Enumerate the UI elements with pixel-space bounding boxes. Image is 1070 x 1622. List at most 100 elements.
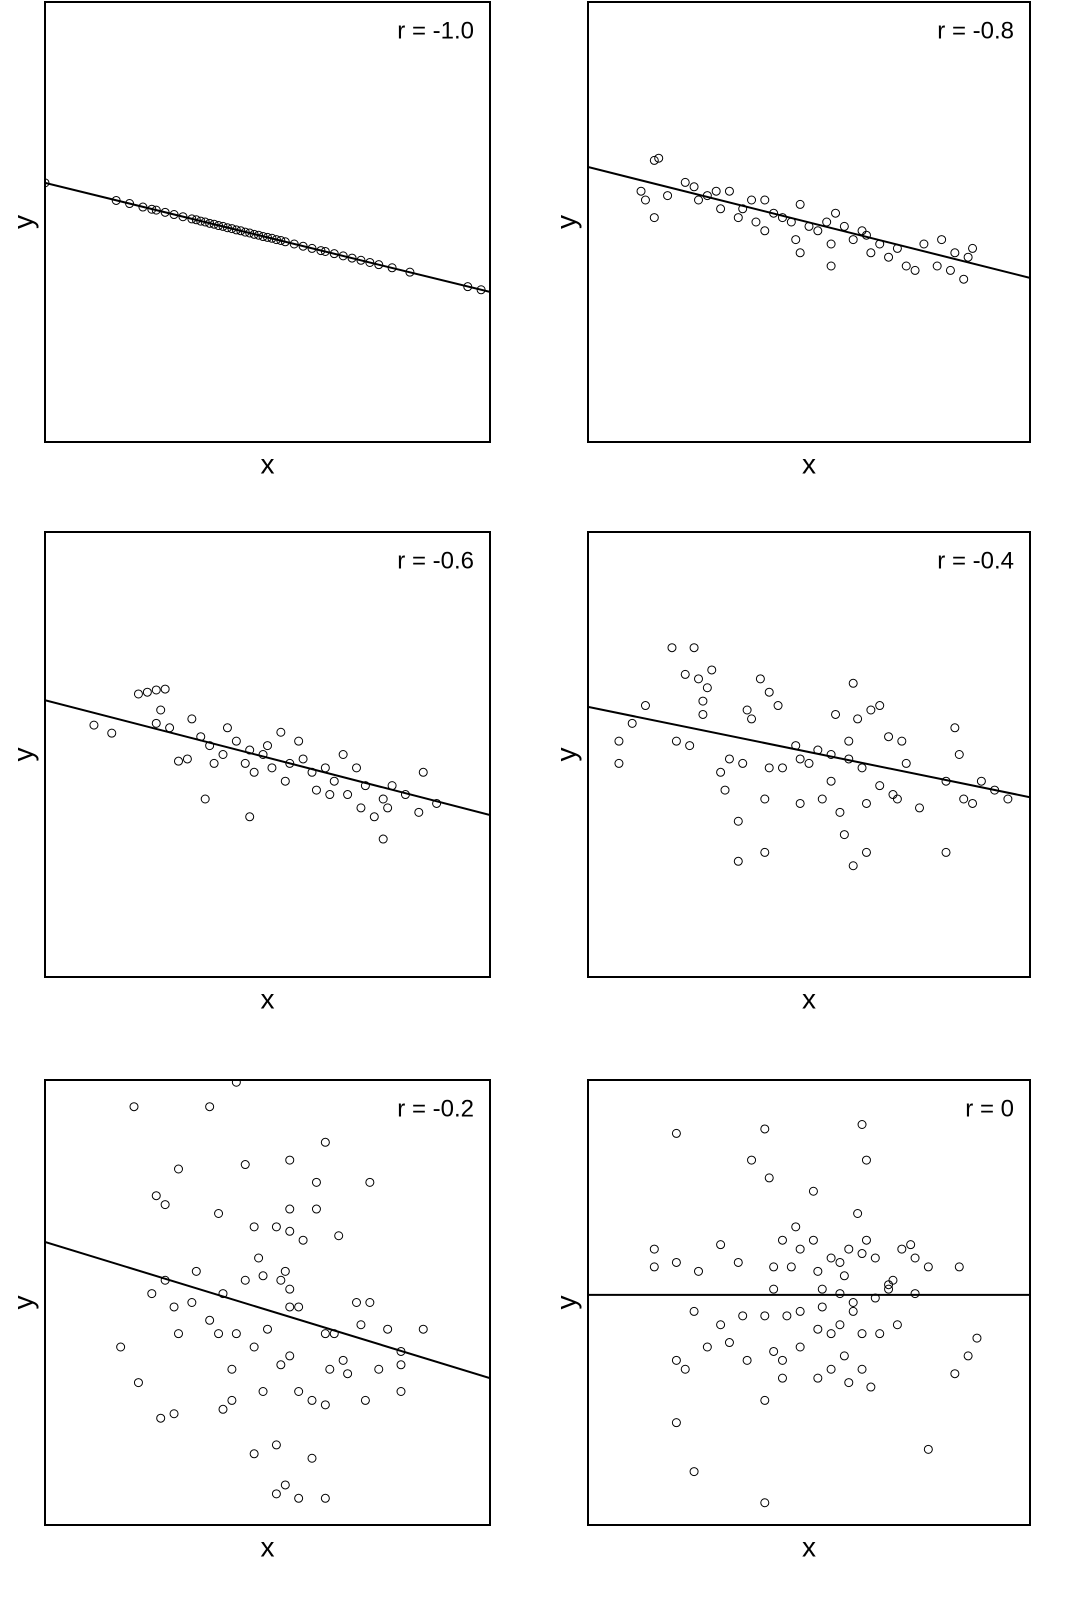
point bbox=[329, 776, 339, 786]
point bbox=[848, 1298, 858, 1307]
point bbox=[414, 807, 424, 817]
point bbox=[839, 1271, 849, 1281]
point bbox=[945, 265, 955, 275]
point bbox=[640, 195, 650, 205]
point bbox=[826, 776, 836, 786]
point bbox=[614, 758, 624, 768]
point bbox=[294, 1493, 304, 1503]
point bbox=[271, 1222, 281, 1232]
point bbox=[857, 1329, 867, 1339]
y-axis-label: y bbox=[7, 1296, 38, 1310]
point bbox=[861, 1235, 871, 1245]
point bbox=[870, 1253, 880, 1263]
y-axis-label: y bbox=[7, 748, 38, 762]
point bbox=[298, 754, 308, 764]
point bbox=[663, 191, 673, 201]
point bbox=[360, 781, 370, 791]
point bbox=[311, 785, 321, 795]
point bbox=[418, 1324, 428, 1334]
point bbox=[285, 1302, 295, 1312]
point bbox=[760, 1311, 770, 1321]
point bbox=[777, 1373, 787, 1383]
point bbox=[941, 847, 951, 857]
point bbox=[231, 736, 241, 746]
point bbox=[214, 1209, 224, 1218]
point bbox=[320, 1493, 330, 1503]
point bbox=[769, 1346, 779, 1356]
point bbox=[831, 208, 841, 218]
x-axis-label: x bbox=[261, 448, 275, 479]
point bbox=[954, 1262, 964, 1272]
point bbox=[857, 1249, 867, 1259]
panel: r = -0.6 x y bbox=[7, 531, 491, 1014]
point bbox=[205, 1102, 215, 1112]
point bbox=[866, 248, 876, 258]
x-axis-label: x bbox=[802, 1531, 816, 1562]
point bbox=[107, 728, 117, 738]
point bbox=[831, 709, 841, 719]
point bbox=[187, 714, 197, 724]
point bbox=[888, 790, 898, 800]
point bbox=[627, 718, 637, 728]
point bbox=[839, 1351, 849, 1361]
point bbox=[222, 723, 232, 733]
point bbox=[817, 1284, 827, 1294]
point bbox=[932, 261, 942, 271]
y-axis-label: y bbox=[7, 215, 38, 229]
point bbox=[325, 1364, 335, 1374]
point bbox=[298, 1235, 308, 1245]
point bbox=[795, 248, 805, 258]
point bbox=[976, 776, 986, 786]
point bbox=[258, 1387, 268, 1396]
point bbox=[249, 1449, 259, 1459]
point bbox=[901, 261, 911, 271]
point bbox=[378, 834, 388, 844]
point bbox=[214, 1329, 224, 1339]
point bbox=[285, 1204, 295, 1214]
point bbox=[378, 794, 388, 804]
point bbox=[227, 1364, 237, 1374]
point bbox=[937, 235, 947, 245]
point bbox=[844, 736, 854, 746]
point bbox=[844, 1244, 854, 1254]
point bbox=[169, 1409, 179, 1419]
point bbox=[848, 678, 858, 688]
point bbox=[218, 1404, 228, 1414]
point bbox=[636, 186, 646, 196]
point bbox=[689, 643, 699, 653]
point bbox=[343, 1369, 353, 1379]
point bbox=[671, 736, 681, 746]
point bbox=[689, 1467, 699, 1477]
point bbox=[968, 798, 978, 808]
point bbox=[848, 1306, 858, 1316]
point bbox=[338, 750, 348, 759]
point bbox=[231, 1080, 241, 1087]
fit-line bbox=[588, 705, 1030, 799]
point bbox=[280, 776, 290, 786]
point bbox=[747, 1155, 757, 1165]
point bbox=[685, 741, 695, 751]
point bbox=[356, 803, 366, 813]
point bbox=[240, 1160, 250, 1170]
point bbox=[156, 1413, 166, 1423]
point bbox=[875, 1329, 885, 1339]
x-axis-label: x bbox=[261, 1531, 275, 1562]
point bbox=[826, 1364, 836, 1374]
point bbox=[884, 252, 894, 262]
fit-line bbox=[45, 699, 490, 816]
point bbox=[897, 1244, 907, 1254]
point bbox=[773, 701, 783, 711]
point bbox=[280, 1266, 290, 1276]
point bbox=[191, 1266, 201, 1276]
point bbox=[906, 1240, 916, 1250]
point bbox=[614, 736, 624, 746]
point bbox=[649, 155, 659, 165]
point bbox=[795, 1306, 805, 1316]
point bbox=[360, 1395, 370, 1405]
point bbox=[418, 767, 428, 777]
point bbox=[285, 1351, 295, 1361]
point bbox=[276, 1275, 286, 1285]
point bbox=[227, 1395, 237, 1405]
point bbox=[680, 1364, 690, 1374]
point bbox=[795, 199, 805, 209]
